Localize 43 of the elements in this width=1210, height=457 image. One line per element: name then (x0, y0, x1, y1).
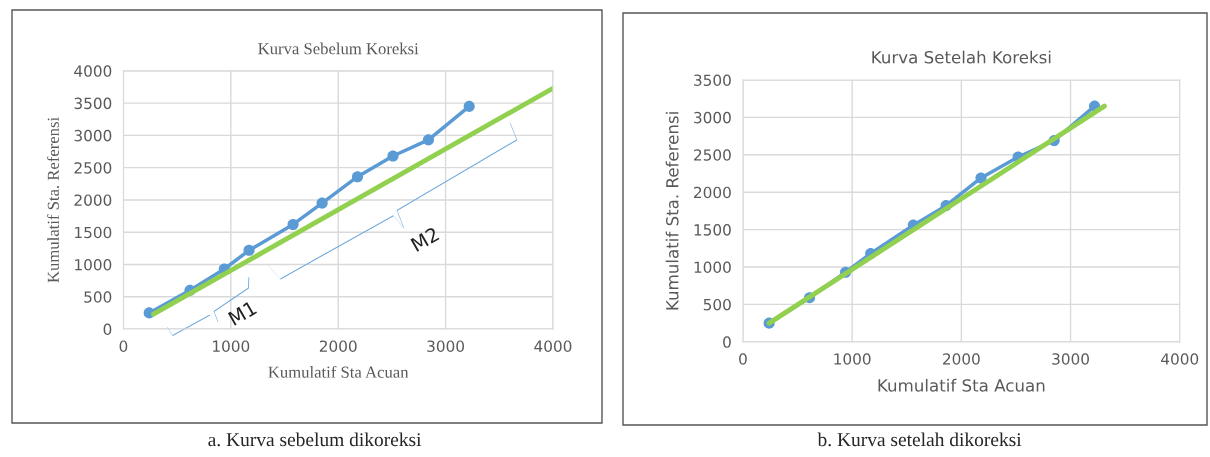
y-axis-title: Kumulatif Sta. Referensi (47, 117, 59, 283)
y-tick-label: 3500 (74, 97, 112, 110)
x-tick-label: 2000 (943, 353, 980, 365)
y-tick-label: 3000 (694, 111, 731, 124)
x-axis-title: Kumulatif Sta Acuan (878, 378, 1045, 392)
y-tick-label: 4000 (74, 65, 112, 77)
y-tick-label: 2000 (694, 186, 731, 199)
x-tick-label: 0 (119, 340, 128, 352)
y-tick-label: 500 (84, 291, 112, 303)
y-tick-label: 2000 (74, 194, 112, 206)
y-tick-label: 1500 (75, 226, 112, 239)
y-tick-label: 2500 (74, 162, 112, 174)
x-tick-label: 3000 (427, 340, 465, 352)
point (387, 150, 399, 162)
y-tick-label: 1500 (694, 224, 731, 236)
y-tick-label: 1000 (75, 258, 112, 271)
x-tick-label: 2000 (319, 340, 357, 352)
x-tick-label: 1000 (834, 353, 871, 365)
y-tick-label: 3500 (694, 74, 731, 86)
annotation: M2 (410, 226, 440, 252)
annotation: M1 (227, 300, 258, 326)
point (287, 218, 299, 231)
y-tick-label: 1000 (694, 261, 731, 274)
x-tick-label: 3000 (1052, 353, 1089, 365)
x-axis-title: Kumulatif Sta Acuan (268, 365, 409, 378)
y-tick-label: 0 (103, 323, 112, 336)
chart-title: Kurva Sebelum Koreksi (258, 42, 419, 55)
x-tick-label: 1000 (213, 340, 250, 352)
text: a. Kurva sebelum dikoreksi (208, 432, 422, 447)
point (316, 197, 328, 209)
point (351, 171, 364, 183)
y-tick-label: 3000 (74, 129, 112, 142)
x-tick-label: 0 (739, 353, 747, 365)
point (422, 134, 434, 146)
y-axis-title: Kumulatif Sta. Referensi (665, 112, 679, 310)
x-tick-label: 4000 (534, 340, 572, 352)
x-tick-label: 4000 (1161, 353, 1199, 365)
chart-title: Kurva Setelah Koreksi (872, 50, 1051, 64)
point (243, 244, 255, 256)
point (463, 100, 475, 112)
text: b. Kurva setelah dikoreksi (817, 432, 1022, 447)
y-tick-label: 2500 (694, 149, 731, 161)
y-tick-label: 500 (703, 298, 731, 311)
